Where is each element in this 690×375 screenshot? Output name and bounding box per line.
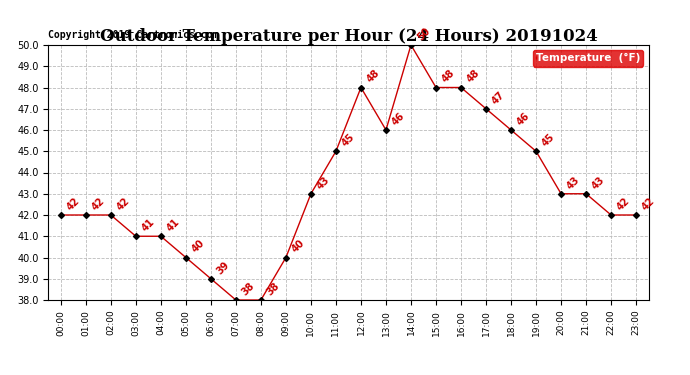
Text: 48: 48 (365, 68, 382, 85)
Text: 45: 45 (540, 132, 557, 148)
Text: 50: 50 (415, 26, 432, 42)
Text: 42: 42 (90, 196, 106, 212)
Text: 43: 43 (565, 174, 582, 191)
Text: 43: 43 (315, 174, 332, 191)
Text: 41: 41 (140, 217, 157, 234)
Text: 48: 48 (465, 68, 482, 85)
Text: 45: 45 (340, 132, 357, 148)
Text: 48: 48 (440, 68, 457, 85)
Text: 38: 38 (240, 280, 257, 297)
Text: 46: 46 (390, 111, 406, 127)
Text: 41: 41 (165, 217, 181, 234)
Text: 40: 40 (290, 238, 306, 255)
Title: Outdoor Temperature per Hour (24 Hours) 20191024: Outdoor Temperature per Hour (24 Hours) … (99, 28, 598, 45)
Text: 42: 42 (615, 196, 632, 212)
Text: 39: 39 (215, 260, 232, 276)
Legend: Temperature  (°F): Temperature (°F) (533, 50, 643, 66)
Text: 47: 47 (490, 89, 506, 106)
Text: 40: 40 (190, 238, 206, 255)
Text: Copyright 2019 Cartronics.com: Copyright 2019 Cartronics.com (48, 30, 219, 40)
Text: 46: 46 (515, 111, 532, 127)
Text: 42: 42 (640, 196, 657, 212)
Text: 43: 43 (590, 174, 607, 191)
Text: 38: 38 (265, 280, 282, 297)
Text: 42: 42 (65, 196, 81, 212)
Text: 42: 42 (115, 196, 132, 212)
